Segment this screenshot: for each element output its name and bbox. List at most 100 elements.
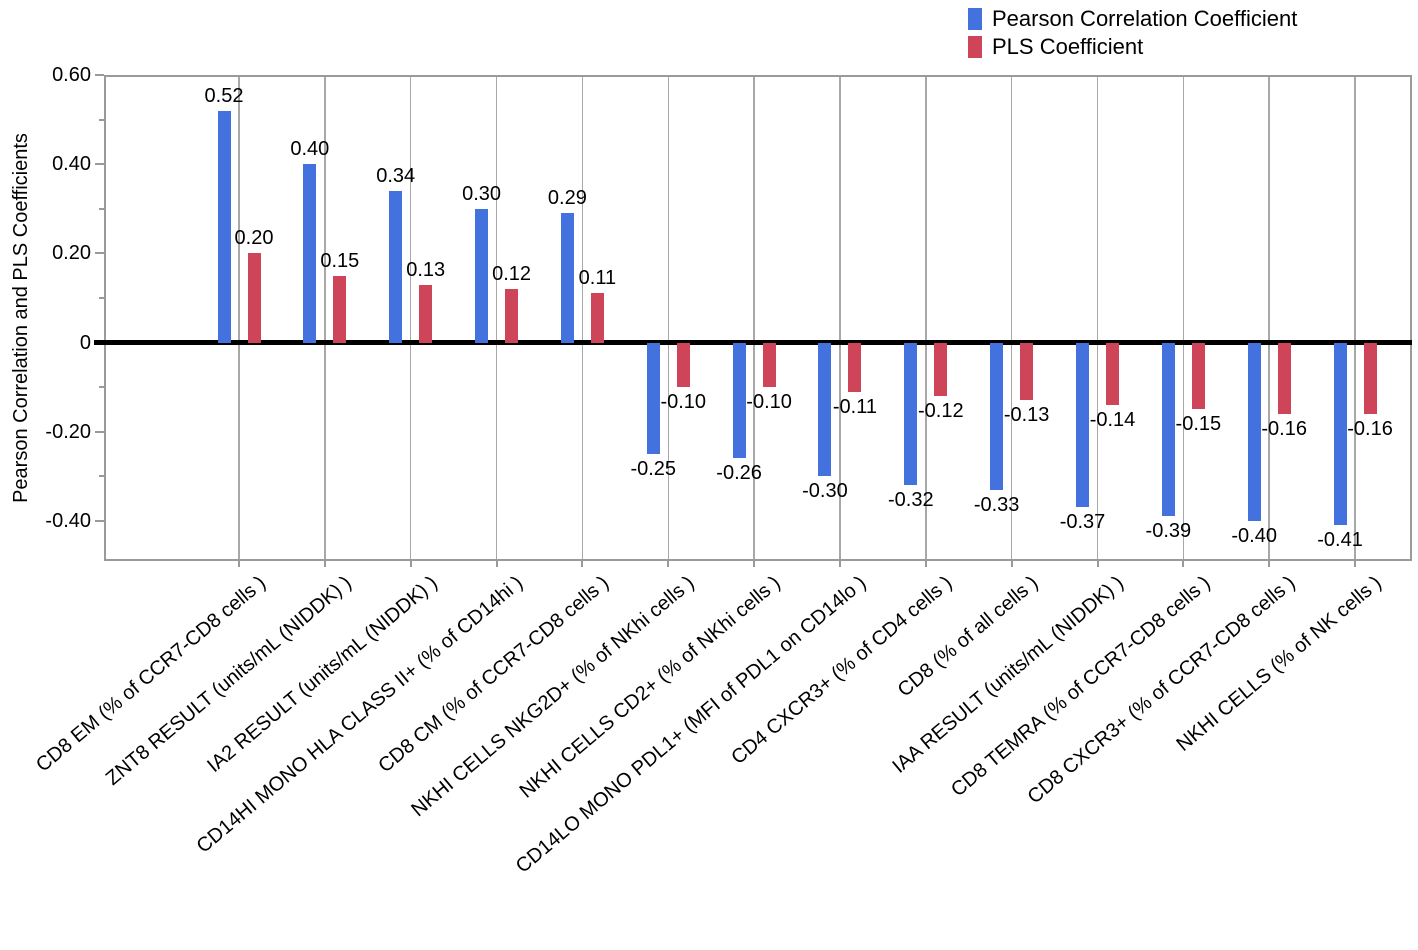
pearson-value-label: -0.37 xyxy=(1059,511,1106,534)
pls-bar xyxy=(676,342,690,388)
y-axis-tick-label: 0.20 xyxy=(52,242,91,265)
category-gridline xyxy=(1182,77,1185,559)
x-axis-tick xyxy=(1354,561,1357,567)
x-axis-tick xyxy=(495,561,498,567)
pls-bar xyxy=(1020,342,1034,401)
pearson-bar xyxy=(732,342,746,459)
pls-value-label: -0.10 xyxy=(660,391,707,414)
x-axis-tick xyxy=(409,561,412,567)
legend: Pearson Correlation Coefficient PLS Coef… xyxy=(968,6,1297,59)
pls-value-label: -0.12 xyxy=(918,400,964,423)
pls-bar xyxy=(590,293,604,343)
pearson-bar xyxy=(1247,342,1261,521)
pearson-bar xyxy=(303,164,317,343)
pls-legend-label: PLS Coefficient xyxy=(992,34,1144,59)
pls-bar xyxy=(1106,342,1119,405)
pearson-value-label: -0.41 xyxy=(1317,529,1363,552)
category-label: CD14HI MONO HLA CLASS II+ (% of CD14hi ) xyxy=(192,571,528,858)
pearson-bar xyxy=(475,208,489,343)
pls-value-label: -0.15 xyxy=(1175,413,1222,436)
pearson-bar xyxy=(1076,342,1089,508)
y-axis-minor-tick xyxy=(99,386,104,389)
pls-bar xyxy=(1363,342,1377,414)
y-axis-tick-label: -0.40 xyxy=(45,509,91,532)
category-label: CD8 (% of all cells ) xyxy=(893,571,1043,702)
category-gridline xyxy=(1096,77,1099,559)
pls-value-label: -0.10 xyxy=(746,391,792,414)
x-axis-tick xyxy=(753,561,756,567)
y-axis-tick-label: 0.60 xyxy=(52,64,91,86)
y-axis-minor-tick xyxy=(99,118,104,121)
plot-frame xyxy=(104,75,1412,561)
pearson-value-label: 0.40 xyxy=(290,138,330,161)
y-axis-tick-label: 0 xyxy=(79,331,91,354)
pearson-bar xyxy=(1161,342,1175,517)
legend-item-pls: PLS Coefficient xyxy=(968,34,1297,59)
pls-value-label: -0.14 xyxy=(1089,408,1136,431)
pls-value-label: -0.16 xyxy=(1347,417,1393,440)
category-gridline xyxy=(753,77,755,559)
pearson-bar xyxy=(1333,342,1347,526)
y-axis-tick xyxy=(95,163,104,166)
category-gridline xyxy=(495,77,498,559)
pearson-bar xyxy=(646,342,660,454)
x-axis-tick xyxy=(1010,561,1013,567)
pearson-value-label: 0.34 xyxy=(376,164,416,187)
y-axis-tick-label: -0.20 xyxy=(45,420,91,443)
x-axis-tick xyxy=(667,561,670,567)
pearson-bar xyxy=(904,342,918,486)
y-axis-tick xyxy=(95,430,104,433)
pls-bar xyxy=(1191,342,1205,410)
y-axis-minor-tick xyxy=(99,296,104,299)
pls-bar xyxy=(505,289,519,343)
x-axis-tick xyxy=(1268,561,1271,567)
x-axis-tick xyxy=(838,561,841,567)
category-gridline xyxy=(1354,77,1356,559)
pls-bar xyxy=(934,342,948,397)
y-axis-minor-tick xyxy=(99,207,104,210)
pearson-value-label: 0.29 xyxy=(547,187,587,210)
y-axis-minor-tick xyxy=(99,475,104,478)
pearson-bar xyxy=(560,213,574,343)
x-axis-tick xyxy=(1096,561,1099,567)
y-axis-tick xyxy=(95,74,104,76)
pls-value-label: 0.12 xyxy=(492,263,532,286)
zero-line xyxy=(94,340,1412,346)
y-axis-title: Pearson Correlation and PLS Coefficients xyxy=(10,133,32,503)
category-gridline xyxy=(925,77,927,559)
pls-value-label: 0.11 xyxy=(578,267,617,290)
pearson-value-label: -0.25 xyxy=(630,457,677,480)
category-gridline xyxy=(581,77,584,559)
category-gridline xyxy=(839,77,841,559)
category-gridline xyxy=(409,77,412,559)
pearson-value-label: 0.52 xyxy=(204,84,244,107)
pearson-value-label: -0.30 xyxy=(802,480,848,503)
pls-bar xyxy=(419,284,433,343)
pearson-value-label: 0.30 xyxy=(462,182,502,205)
pls-bar xyxy=(1277,342,1291,414)
category-gridline xyxy=(324,77,326,559)
pearson-value-label: -0.26 xyxy=(716,462,762,485)
category-gridline xyxy=(1268,77,1270,559)
x-axis-tick xyxy=(1182,561,1185,567)
pls-value-label: 0.15 xyxy=(320,249,360,272)
pearson-value-label: -0.33 xyxy=(973,493,1020,516)
pearson-value-label: -0.40 xyxy=(1231,524,1277,547)
y-axis-tick xyxy=(95,252,104,255)
y-axis-tick xyxy=(95,519,104,522)
pearson-legend-label: Pearson Correlation Coefficient xyxy=(992,6,1298,31)
x-axis-tick xyxy=(924,561,927,567)
pls-bar xyxy=(247,253,261,343)
pearson-value-label: -0.32 xyxy=(888,489,934,512)
x-axis-tick xyxy=(581,561,584,567)
legend-item-pearson: Pearson Correlation Coefficient xyxy=(968,6,1297,31)
pls-value-label: -0.16 xyxy=(1261,417,1307,440)
y-axis-tick-label: 0.40 xyxy=(52,153,91,176)
pearson-bar xyxy=(217,110,231,343)
category-gridline xyxy=(238,77,240,559)
pls-legend-swatch-icon xyxy=(968,35,982,58)
pls-bar xyxy=(333,275,347,343)
pls-bar xyxy=(762,342,776,388)
x-axis-tick xyxy=(238,561,240,567)
